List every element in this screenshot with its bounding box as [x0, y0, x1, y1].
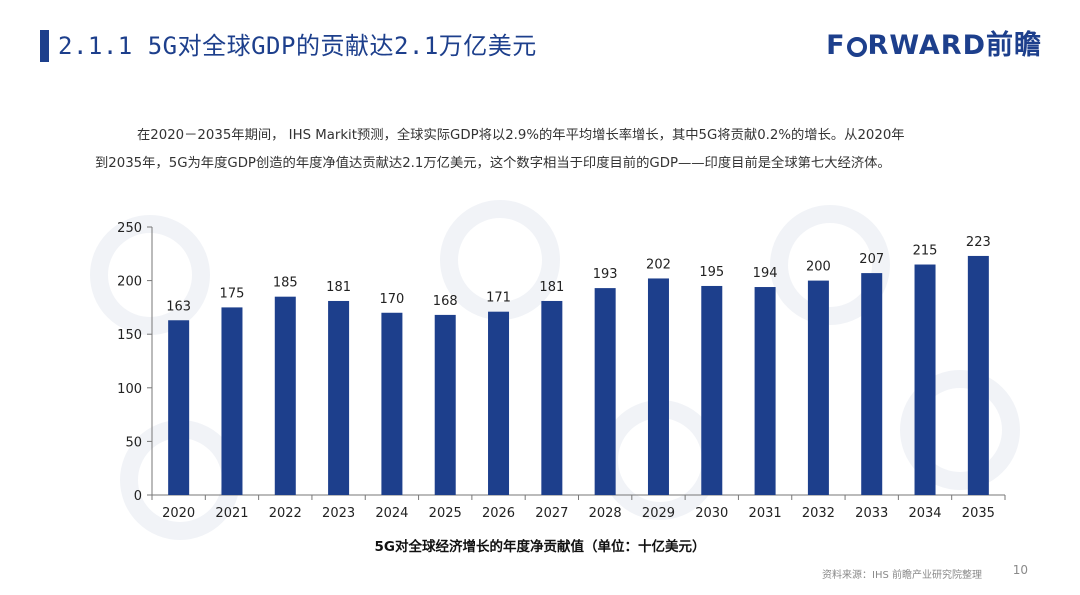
data-label: 168 — [433, 294, 458, 309]
y-tick-label: 0 — [134, 489, 142, 504]
description-line-1: 在2020－2035年期间， IHS Markit预测，全球实际GDP将以2.9… — [137, 128, 905, 143]
bar — [328, 300, 350, 495]
x-tick-label: 2033 — [855, 506, 888, 521]
y-tick-label: 100 — [117, 382, 142, 397]
x-tick-label: 2027 — [535, 506, 568, 521]
bar — [967, 255, 989, 495]
data-label: 202 — [646, 257, 671, 272]
x-tick-label: 2028 — [589, 506, 622, 521]
x-tick-label: 2034 — [908, 506, 941, 521]
data-label: 200 — [806, 260, 831, 275]
y-tick-label: 150 — [117, 328, 142, 343]
bar — [381, 312, 403, 495]
x-tick-label: 2032 — [802, 506, 835, 521]
x-tick-label: 2030 — [695, 506, 728, 521]
x-tick-label: 2029 — [642, 506, 675, 521]
description-line-2: 到2035年，5G为年度GDP创造的年度净值达贡献达2.1万亿美元，这个数字相当… — [95, 156, 891, 171]
x-tick-label: 2031 — [749, 506, 782, 521]
data-label: 181 — [326, 280, 351, 295]
y-tick-label: 200 — [117, 275, 142, 290]
bar — [594, 288, 616, 495]
data-label: 181 — [539, 280, 564, 295]
description: 在2020－2035年期间， IHS Markit预测，全球实际GDP将以2.9… — [95, 122, 1015, 178]
y-axis: 0 50 100 150 200 250 — [117, 221, 153, 504]
data-label: 223 — [966, 235, 991, 250]
x-tick-label: 2024 — [375, 506, 408, 521]
bar — [701, 285, 723, 495]
x-tick-label: 2022 — [269, 506, 302, 521]
x-tick-label: 2021 — [215, 506, 248, 521]
y-tick-label: 250 — [117, 221, 142, 236]
bar — [274, 296, 296, 495]
data-label: 194 — [753, 266, 778, 281]
bar — [221, 307, 243, 495]
source-note: 资料来源：IHS 前瞻产业研究院整理 — [822, 570, 982, 581]
x-tick-label: 2020 — [162, 506, 195, 521]
bars — [168, 255, 989, 495]
bar — [541, 300, 563, 495]
data-label: 195 — [699, 265, 724, 280]
page-title: 2.1.1 5G对全球GDP的贡献达2.1万亿美元 — [58, 32, 537, 60]
circle-o-icon — [846, 37, 867, 57]
data-label: 193 — [593, 267, 618, 282]
title-accent-bar — [40, 30, 49, 62]
x-tick-label: 2026 — [482, 506, 515, 521]
data-label: 207 — [859, 252, 884, 267]
bar — [168, 320, 190, 495]
data-label: 215 — [913, 244, 938, 259]
data-label: 170 — [379, 292, 404, 307]
page-number: 10 — [1012, 563, 1028, 577]
data-label: 171 — [486, 291, 511, 306]
x-tick-labels: 2020 2021 2022 2023 2024 2025 2026 2027 2028 2029… — [162, 506, 995, 521]
bar — [488, 311, 510, 495]
bar — [434, 314, 456, 495]
bar — [914, 264, 936, 495]
x-axis-title: 5G对全球经济增长的年度净贡献值（单位：十亿美元） — [375, 538, 706, 555]
logo-text-before: F — [826, 30, 846, 61]
data-label: 185 — [273, 276, 298, 291]
bar — [807, 280, 829, 495]
bar — [647, 278, 669, 495]
data-label: 163 — [166, 299, 191, 314]
data-labels: 163 175 185 181 170 168 171 181 193 202 195 194 200 2… — [166, 235, 991, 314]
x-tick-label: 2035 — [962, 506, 995, 521]
brand-logo: F RWARD前瞻 — [826, 28, 1042, 64]
y-tick-label: 50 — [125, 435, 142, 450]
logo-text-after: RWARD前瞻 — [867, 30, 1042, 61]
bar — [861, 273, 883, 495]
x-axis — [151, 494, 1006, 500]
bar — [754, 287, 776, 495]
x-tick-label: 2023 — [322, 506, 355, 521]
data-label: 175 — [220, 286, 245, 301]
x-tick-label: 2025 — [429, 506, 462, 521]
